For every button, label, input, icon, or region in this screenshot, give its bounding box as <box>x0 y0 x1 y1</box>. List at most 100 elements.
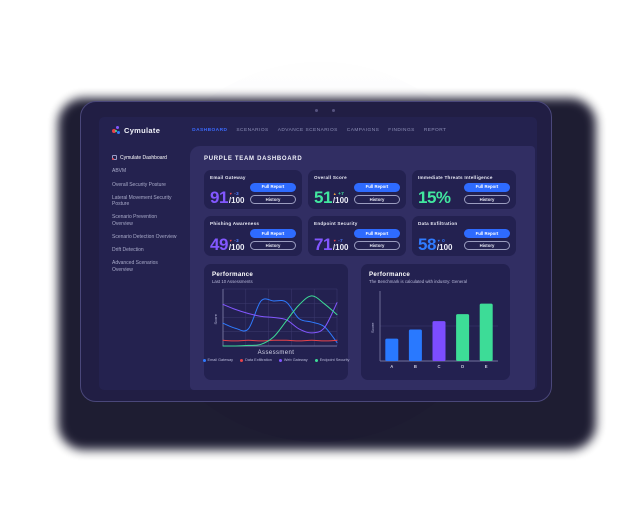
history-button[interactable]: History <box>464 194 510 204</box>
sidebar-item-scenario-prevention-overview[interactable]: Scenario Prevention Overview <box>112 214 158 227</box>
nav-item-report[interactable]: REPORT <box>423 128 447 133</box>
x-axis-label: Assessment <box>257 350 295 356</box>
history-button[interactable]: History <box>250 194 296 204</box>
camera-dot <box>315 109 318 112</box>
bar-category-label: B <box>414 364 417 369</box>
score-card-email-gateway: Email Gateway 91 ▼ -3/100 Full Report Histor… <box>204 170 302 209</box>
full-report-button[interactable]: Full Report <box>464 229 510 238</box>
legend-dot <box>278 358 282 362</box>
legend-label: Web Gateway <box>283 358 308 362</box>
chart-subtitle: The Benchmark is calculated with industr… <box>369 279 467 284</box>
legend-item-data-exfiltration: Data Exfiltration <box>240 358 272 362</box>
delta-arrow-icon: ▼ <box>228 192 235 196</box>
nav-item-findings[interactable]: FINDINGS <box>388 128 415 133</box>
score-suffix: /100 <box>436 243 453 252</box>
full-report-button[interactable]: Full Report <box>464 182 510 192</box>
sidebar-item-scenario-detection-overview[interactable]: Scenario Detection Overview <box>112 233 177 240</box>
bar-category-label: C <box>437 364 440 369</box>
full-report-button[interactable]: Full Report <box>354 229 400 238</box>
score-suffix: /100 <box>332 196 349 205</box>
bar-category-label: A <box>390 364 393 369</box>
score-value: 71 <box>314 234 332 254</box>
top-nav: DASHBOARD SCENARIOS ADVANCE SCENARIOS CAMPA… <box>192 128 446 133</box>
chart-subtitle: Last 10 Assessments <box>212 279 253 284</box>
nav-item-dashboard[interactable]: DASHBOARD <box>192 128 228 133</box>
delta-arrow-icon: ▼ <box>332 239 339 243</box>
nav-item-scenarios[interactable]: SCENARIOS <box>236 128 269 133</box>
cymulate-logo-icon <box>112 126 121 135</box>
history-button[interactable]: History <box>354 194 400 204</box>
full-report-button[interactable]: Full Report <box>250 229 296 238</box>
score-row: 58 ▼ 0/100 Full Report History <box>418 227 510 254</box>
legend-item-web-gateway: Web Gateway <box>278 358 308 362</box>
delta-value: -3 <box>234 239 239 244</box>
score-fraction: ▲ +7/100 <box>333 192 349 205</box>
sidebar-item-lateral-movement-security-posture[interactable]: Lateral Movement Security Posture <box>112 194 172 207</box>
full-report-button[interactable]: Full Report <box>250 182 296 192</box>
history-button[interactable]: History <box>354 241 400 250</box>
score-value: 15% <box>418 187 451 207</box>
score-delta: ▼ -3 <box>229 192 239 197</box>
dashboard-screen: Cymulate DASHBOARD SCENARIOS ADVANCE SCENA… <box>99 117 537 390</box>
card-title: Immediate Threats Intelligence <box>418 175 493 180</box>
sidebar-item-abvm[interactable]: ABVM <box>112 168 127 175</box>
score-fraction: ▼ -3/100 <box>229 239 245 252</box>
card-buttons: Full Report History <box>354 229 400 250</box>
score-value: 91 <box>210 187 228 207</box>
score-card-data-exfiltration: Data Exfiltration 58 ▼ 0/100 Full Report His… <box>412 216 516 256</box>
delta-arrow-icon: ▲ <box>332 192 339 196</box>
line-series-web-gateway <box>222 302 338 334</box>
score-fraction: ▼ -3/100 <box>229 192 245 205</box>
score-card-overall-score: Overall Score 51 ▲ +7/100 Full Report Histor… <box>308 170 406 209</box>
score-row: 71 ▼ -7/100 Full Report History <box>314 227 400 254</box>
history-button[interactable]: History <box>464 241 510 250</box>
bar-chart: Score A B C D E <box>370 291 498 369</box>
camera-dot <box>332 109 335 112</box>
nav-item-campaigns[interactable]: CAMPAIGNS <box>346 128 380 133</box>
screen-body: Cymulate Dashboard ABVM Overall Security P… <box>99 144 537 390</box>
legend-item-email-gateway: Email Gateway <box>202 358 233 362</box>
score-row: 91 ▼ -3/100 Full Report History <box>210 181 296 207</box>
sidebar-item-drift-detection[interactable]: Drift Detection <box>112 247 144 253</box>
history-button[interactable]: History <box>250 241 296 250</box>
score-delta: ▼ -7 <box>333 239 343 244</box>
score-fraction: ▼ -7/100 <box>333 239 349 252</box>
score-delta: ▼ 0 <box>437 239 445 244</box>
score-value: 58 <box>418 234 436 254</box>
legend-label: Endpoint Security <box>319 358 350 362</box>
full-report-button[interactable]: Full Report <box>354 182 400 192</box>
card-title: Phishing Awareness <box>210 221 260 226</box>
legend-dot <box>240 358 244 362</box>
sidebar-item-overall-security-posture[interactable]: Overall Security Posture <box>112 181 166 188</box>
y-axis-label: Score <box>213 313 218 324</box>
sidebar-item-advanced-scenarios-overview[interactable]: Advanced Scenarios Overview <box>112 260 158 273</box>
main-panel: PURPLE TEAM DASHBOARD Email Gateway 91 ▼ -… <box>190 146 535 390</box>
nav-item-advance-scenarios[interactable]: ADVANCE SCENARIOS <box>277 128 338 133</box>
line-series-data-exfiltration <box>222 339 338 342</box>
bar-category-label: D <box>461 364 464 369</box>
bar-chart-card: Performance The Benchmark is calculated … <box>361 264 510 380</box>
delta-value: +7 <box>338 192 345 197</box>
delta-value: -3 <box>234 192 239 197</box>
card-title: Endpoint Security <box>314 221 358 226</box>
line-chart: Score <box>213 288 338 347</box>
score-card-phishing-awareness: Phishing Awareness 49 ▼ -3/100 Full Report H… <box>204 216 302 256</box>
score-suffix: /100 <box>228 196 245 205</box>
bar-d <box>456 314 470 361</box>
legend-dot <box>202 358 206 362</box>
legend-dot <box>314 358 318 362</box>
score-row: 15% Full Report History <box>418 181 510 207</box>
delta-value: 0 <box>442 239 446 244</box>
line-series-endpoint-security <box>222 295 338 347</box>
brand-logo[interactable]: Cymulate <box>112 126 160 135</box>
score-value: 51 <box>314 187 332 207</box>
card-title: Email Gateway <box>210 175 246 180</box>
score-value: 49 <box>210 234 228 254</box>
score-row: 51 ▲ +7/100 Full Report History <box>314 181 400 207</box>
delta-value: -7 <box>338 239 343 244</box>
bar-a <box>385 338 399 361</box>
charts-row: Performance Last 10 Assessments Score As… <box>202 264 516 380</box>
card-buttons: Full Report History <box>464 182 510 204</box>
chart-title: Performance <box>369 271 411 278</box>
sidebar-item-cymulate-dashboard[interactable]: Cymulate Dashboard <box>112 155 178 161</box>
